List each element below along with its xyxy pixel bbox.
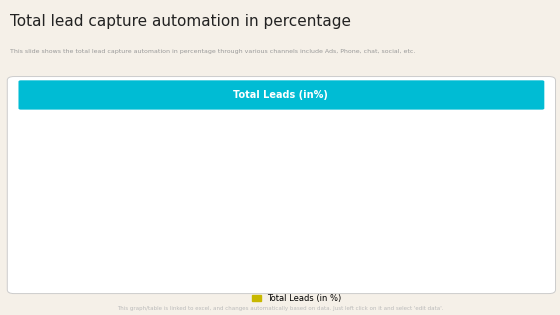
Legend: Total Leads (in %): Total Leads (in %) bbox=[252, 294, 342, 303]
Bar bbox=[319, 180, 355, 254]
Text: 25: 25 bbox=[91, 135, 101, 144]
Text: This graph/table is linked to excel, and changes automatically based on data. Ju: This graph/table is linked to excel, and… bbox=[116, 306, 444, 311]
Text: 15: 15 bbox=[413, 178, 422, 187]
Bar bbox=[239, 168, 275, 254]
Text: 22: 22 bbox=[171, 148, 181, 157]
Bar bbox=[479, 249, 516, 254]
Bar bbox=[78, 146, 114, 254]
Bar bbox=[399, 189, 435, 254]
Text: This slide shows the total lead capture automation in percentage through various: This slide shows the total lead capture … bbox=[10, 49, 416, 54]
Bar bbox=[158, 159, 194, 254]
Text: 17: 17 bbox=[332, 170, 342, 179]
Text: Total lead capture automation in percentage: Total lead capture automation in percent… bbox=[10, 14, 351, 29]
Text: 1: 1 bbox=[495, 238, 500, 248]
Text: Total Leads (in%): Total Leads (in%) bbox=[232, 90, 328, 100]
Text: 20: 20 bbox=[252, 157, 262, 166]
